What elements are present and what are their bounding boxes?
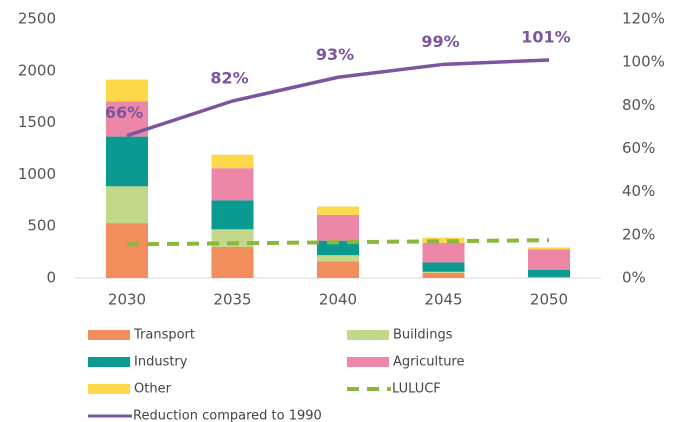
bar-segment: [422, 242, 465, 263]
y-tick-label: 2500: [18, 10, 56, 28]
bar-segment: [422, 271, 465, 273]
y-tick-label: 2000: [18, 61, 56, 79]
bar-segment: [317, 206, 359, 215]
bar-segment: [528, 269, 570, 277]
legend-swatch: [88, 357, 130, 367]
x-tick-label: 2045: [424, 291, 462, 309]
legend-swatch: [347, 357, 389, 367]
line-series: [126, 238, 550, 247]
y2-tick-label: 60%: [622, 139, 655, 157]
y-tick-label: 0: [46, 269, 56, 287]
bar-segment: [106, 79, 148, 102]
legend-label: Transport: [133, 328, 195, 343]
legend-swatch: [347, 330, 389, 340]
bar-segment: [211, 200, 254, 230]
y2-tick-label: 120%: [622, 10, 665, 28]
y2-tick-label: 20%: [622, 225, 655, 243]
bar-segment: [422, 262, 465, 272]
y2-tick-label: 100%: [622, 53, 665, 71]
y-tick-label: 1500: [18, 113, 56, 131]
legend-swatch: [88, 330, 130, 340]
y-tick-label: 1000: [18, 165, 56, 183]
x-tick-label: 2050: [530, 291, 568, 309]
legend-label: Agriculture: [393, 355, 465, 370]
bar-segment: [528, 276, 570, 278]
x-tick-label: 2035: [213, 291, 251, 309]
bar-segment: [211, 154, 254, 169]
x-tick-label: 2030: [108, 291, 146, 309]
legend-label: LULUCF: [392, 382, 441, 397]
legend-swatch: [88, 384, 130, 394]
bar-segment: [106, 136, 148, 187]
data-label: 82%: [210, 69, 248, 88]
bar-segment: [422, 272, 465, 278]
bar-segment: [317, 255, 359, 262]
data-label: 93%: [316, 45, 354, 64]
bar-segment: [528, 249, 570, 270]
y2-tick-label: 0%: [622, 269, 646, 287]
y2-tick-label: 80%: [622, 96, 655, 114]
bar-segment: [106, 186, 148, 224]
data-label: 101%: [521, 28, 570, 47]
data-label: 99%: [421, 32, 459, 51]
legend-label: Other: [134, 382, 172, 397]
y-tick-label: 500: [27, 217, 56, 235]
bar-segment: [211, 229, 254, 247]
bar-segment: [422, 237, 465, 243]
bar-segment: [106, 223, 148, 278]
bar-segment: [528, 247, 570, 250]
bar-segment: [317, 214, 359, 241]
bar-segment: [211, 246, 254, 278]
legend-label: Buildings: [393, 328, 453, 343]
data-label: 66%: [105, 103, 143, 122]
x-tick-label: 2040: [319, 291, 357, 309]
bar-segment: [528, 277, 570, 278]
legend-label: Reduction compared to 1990: [133, 409, 322, 422]
legend-label: Industry: [134, 355, 188, 370]
line-series: [126, 58, 550, 138]
bar-segment: [317, 261, 359, 278]
bar-segment: [211, 168, 254, 201]
y2-tick-label: 40%: [622, 182, 655, 200]
